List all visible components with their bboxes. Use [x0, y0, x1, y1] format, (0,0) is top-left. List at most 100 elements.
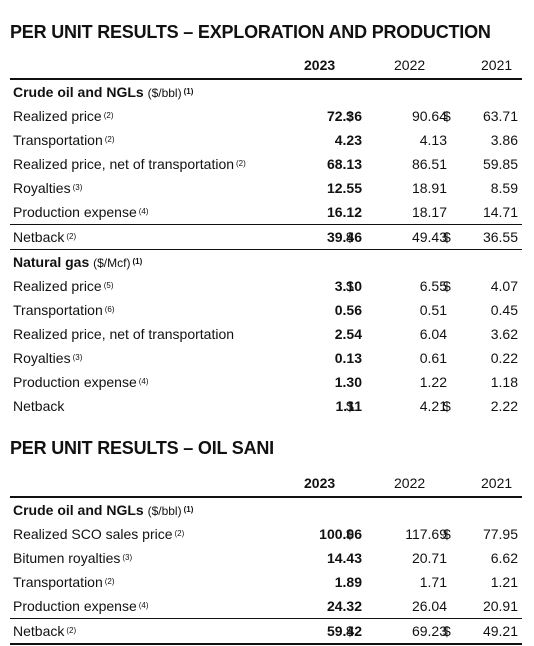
- row-label-text: Production expense: [13, 204, 137, 220]
- row-label-text: Realized price, net of transportation: [13, 326, 235, 342]
- value-2021: 20.91: [482, 598, 518, 614]
- table-row: Transportation (2) 4.23 4.13 3.86: [10, 128, 522, 152]
- value-2021: 3.62: [490, 326, 518, 342]
- table-row: Production expense (4) 16.12 18.17 14.71: [10, 200, 522, 224]
- footnote-marker: (2): [236, 159, 246, 168]
- footnote-marker: (2): [103, 111, 114, 120]
- value-2022: 86.51: [411, 156, 447, 172]
- currency-symbol: $: [443, 108, 451, 124]
- value-2022: 0.51: [419, 302, 447, 318]
- table-row: Production expense (4) 1.30 1.22 1.18: [10, 370, 522, 394]
- ep-year-2023: 2023: [304, 57, 336, 73]
- os-bottom-rule: [10, 643, 522, 645]
- row-label-text: Bitumen royalties: [13, 550, 121, 566]
- value-2023: 59.42: [326, 623, 362, 639]
- footnote-marker: (3): [72, 183, 83, 192]
- currency-symbol: $: [346, 623, 354, 639]
- row-label: Realized price, net of transportation: [13, 326, 234, 342]
- value-2023: 14.43: [326, 550, 362, 566]
- value-2021: 8.59: [490, 180, 518, 196]
- row-label: Transportation (6): [13, 302, 115, 321]
- value-2021: 59.85: [482, 156, 518, 172]
- footnote-marker: (4): [138, 601, 149, 610]
- footnote-marker: (2): [174, 529, 185, 538]
- row-label-text: Production expense: [13, 374, 137, 390]
- ep-crude-heading-text: Crude oil and NGLs: [13, 84, 144, 100]
- value-2022: 69.23: [411, 623, 447, 639]
- value-2022: 90.64: [411, 108, 447, 124]
- footnote-marker: (6): [104, 305, 115, 314]
- currency-symbol: $: [443, 398, 451, 414]
- row-label: Realized price (5): [13, 278, 114, 297]
- os-crude-heading-text: Crude oil and NGLs: [13, 502, 144, 518]
- value-2021: 0.22: [490, 350, 518, 366]
- ep-crude-unit: ($/bbl): [147, 86, 182, 100]
- value-2023: 1.11: [335, 398, 362, 414]
- table-row: Royalties (3) 0.13 0.61 0.22: [10, 346, 522, 370]
- footnote-marker: (3): [122, 553, 133, 562]
- value-2021: 1.18: [490, 374, 518, 390]
- value-2022: 18.17: [411, 204, 447, 220]
- table-row: Realized price (2) 72.36 $90.64 $63.71: [10, 104, 522, 128]
- currency-symbol: $: [443, 278, 451, 294]
- value-2023: 72.36: [326, 108, 362, 124]
- row-label: Realized price (2): [13, 108, 114, 127]
- ep-gas-heading: Natural gas ($/Mcf) (1): [13, 254, 142, 273]
- table-row: Netback (2) 39.46 $49.43 $36.55: [10, 224, 522, 249]
- row-label-text: Transportation: [13, 302, 103, 318]
- ep-gas-unit: ($/Mcf): [93, 256, 131, 270]
- currency-symbol: $: [443, 623, 451, 639]
- value-2022: 4.21: [419, 398, 447, 414]
- currency-symbol: $: [346, 398, 354, 414]
- value-2022: 20.71: [411, 550, 447, 566]
- value-2021: 0.45: [490, 302, 518, 318]
- footnote-marker: (4): [138, 207, 149, 216]
- table-row: Royalties (3) 12.55 18.91 8.59: [10, 176, 522, 200]
- table-row: Transportation (2) 1.89 1.71 1.21: [10, 570, 522, 594]
- value-2023: 16.12: [326, 204, 362, 220]
- value-2021: 63.71: [482, 108, 518, 124]
- value-2023: 4.23: [334, 132, 362, 148]
- value-2022: 18.91: [411, 180, 447, 196]
- table-row: Realized SCO sales price (2) 100.06 $117.69…: [10, 522, 522, 546]
- value-2022: 26.04: [411, 598, 447, 614]
- ep-header-rule: [10, 78, 522, 80]
- row-label-text: Realized price: [13, 278, 102, 294]
- value-2021: 3.86: [490, 132, 518, 148]
- ep-year-2021: 2021: [481, 57, 513, 73]
- row-label-text: Netback: [13, 398, 65, 414]
- value-2021: 49.21: [482, 623, 518, 639]
- row-label-text: Transportation: [13, 132, 103, 148]
- currency-symbol: $: [346, 526, 354, 542]
- ep-gas-heading-text: Natural gas: [13, 254, 90, 270]
- value-2023: 100.06: [319, 526, 362, 542]
- value-2022: 49.43: [411, 229, 447, 245]
- row-label-text: Production expense: [13, 598, 137, 614]
- ep-crude-heading-row: Crude oil and NGLs ($/bbl) (1): [10, 80, 522, 104]
- table-row: Production expense (4) 24.32 26.04 20.91: [10, 594, 522, 618]
- row-label-text: Netback: [13, 623, 65, 639]
- value-2023: 1.30: [334, 374, 362, 390]
- value-2022: 117.69: [405, 526, 447, 542]
- currency-symbol: $: [443, 229, 451, 245]
- currency-symbol: $: [443, 526, 451, 542]
- row-label-text: Realized price, net of transportation: [13, 156, 235, 172]
- row-label: Transportation (2): [13, 132, 115, 151]
- table-row: Netback 1.11 $4.21 $2.22: [10, 394, 522, 418]
- value-2022: 1.71: [419, 574, 447, 590]
- currency-symbol: $: [346, 108, 354, 124]
- value-2022: 6.55: [419, 278, 447, 294]
- row-label-text: Realized SCO sales price: [13, 526, 173, 542]
- row-label: Royalties (3): [13, 350, 82, 369]
- row-label: Production expense (4): [13, 204, 149, 223]
- footnote-marker: (2): [104, 135, 115, 144]
- value-2023: 24.32: [326, 598, 362, 614]
- row-label: Bitumen royalties (3): [13, 550, 132, 569]
- value-2022: 1.22: [419, 374, 447, 390]
- footnote-marker: (2): [66, 626, 77, 635]
- os-year-2021: 2021: [481, 475, 513, 491]
- value-2023: 12.55: [326, 180, 362, 196]
- value-2021: 77.95: [482, 526, 518, 542]
- value-2023: 0.56: [334, 302, 362, 318]
- footnote-marker: (2): [104, 577, 115, 586]
